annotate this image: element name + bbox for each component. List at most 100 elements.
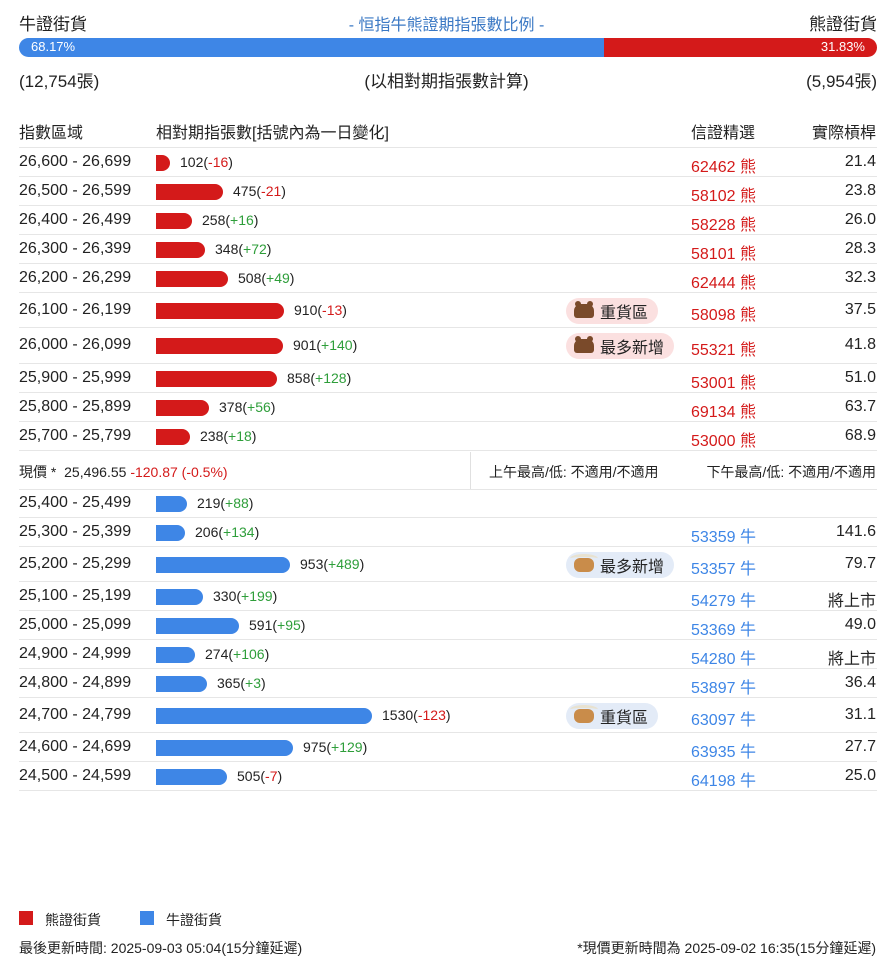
warrant-code-link[interactable]: 55321 熊	[691, 342, 756, 359]
table-row: 25,000 - 25,099 591(+95) 53369 牛 49.0	[0, 611, 893, 640]
warrant-code-link[interactable]: 54280 牛	[691, 650, 756, 668]
daily-change: -7	[265, 767, 278, 784]
legend-bull-label: 牛證街貨	[166, 912, 222, 928]
contract-value: 378(+56)	[219, 398, 276, 415]
contract-count: 591	[249, 616, 273, 633]
contract-value: 858(+128)	[287, 369, 352, 386]
bear-outstanding-label: 熊證街貨	[809, 15, 877, 34]
bear-bar	[156, 370, 277, 387]
legend-bear-label: 熊證街貨	[45, 912, 101, 928]
row-divider	[19, 234, 877, 235]
bull-icon	[570, 704, 598, 723]
contract-value: 953(+489)	[300, 555, 365, 572]
daily-change: +18	[228, 427, 252, 444]
daily-change: -16	[208, 153, 229, 170]
badge-label: 重貨區	[600, 709, 649, 727]
row-divider	[19, 546, 877, 547]
warrant-code-link[interactable]: 53359 牛	[691, 528, 756, 546]
row-divider	[19, 668, 877, 669]
warrant-code-link[interactable]: 62462 熊	[691, 158, 756, 176]
effective-leverage: 49.0	[844, 615, 876, 633]
warrant-code-link[interactable]: 58228 熊	[691, 216, 756, 234]
warrant-code-link[interactable]: 62444 熊	[691, 274, 756, 292]
contract-count: 219	[197, 494, 221, 511]
warrant-code-link[interactable]: 53357 牛	[691, 560, 756, 578]
warrant-code-link[interactable]: 53897 牛	[691, 679, 756, 697]
bull-bar	[156, 768, 227, 785]
warrant-code-link[interactable]: 69134 熊	[691, 403, 756, 421]
spot-updated: *現價更新時間為 2025-09-02 16:35(15分鐘延遲)	[577, 940, 876, 956]
index-range: 25,300 - 25,399	[19, 522, 132, 540]
spot-price: 現價 * 25,496.55 -120.87 (-0.5%)	[19, 462, 228, 482]
bull-bar	[156, 588, 203, 605]
row-divider	[19, 421, 877, 422]
daily-change: +49	[266, 269, 290, 286]
contract-value: 910(-13)	[294, 301, 347, 318]
daily-change: -21	[261, 182, 282, 199]
warrant-code-link[interactable]: 58102 熊	[691, 187, 756, 205]
table-row: 25,100 - 25,199 330(+199) 54279 牛 將上市	[0, 582, 893, 611]
warrant-code-link[interactable]: 63097 牛	[691, 711, 756, 729]
index-range: 24,700 - 24,799	[19, 705, 132, 723]
contract-value: 1530(-123)	[382, 706, 451, 723]
badge-label: 重貨區	[600, 304, 649, 322]
effective-leverage: 37.5	[844, 300, 876, 318]
contract-count: 910	[294, 301, 318, 318]
daily-change: +106	[233, 645, 265, 662]
contract-count: 1530	[382, 706, 414, 723]
effective-leverage: 41.8	[844, 336, 876, 353]
header-divider	[19, 147, 877, 148]
effective-leverage: 23.8	[844, 181, 876, 199]
contract-count: 258	[202, 211, 226, 228]
warrant-code-link[interactable]: 58098 熊	[691, 306, 756, 324]
contract-count: 901	[293, 337, 317, 353]
bull-bar	[156, 495, 187, 512]
bear-bar	[156, 241, 205, 258]
spot-divider	[470, 452, 471, 489]
warrant-code-link[interactable]: 64198 牛	[691, 772, 756, 790]
contract-value: 591(+95)	[249, 616, 306, 633]
bull-ratio-text: 68.17%	[31, 39, 76, 54]
contract-count: 475	[233, 182, 257, 199]
daily-change: +3	[245, 674, 261, 691]
most-added-badge: 最多新增	[566, 333, 675, 359]
effective-leverage: 63.7	[844, 397, 876, 415]
contract-count: 953	[300, 555, 324, 572]
warrant-code-link[interactable]: 54279 牛	[691, 592, 756, 610]
contract-count: 508	[238, 269, 262, 286]
contract-value: 975(+129)	[303, 738, 368, 755]
table-row: 24,600 - 24,699 975(+129) 63935 牛 27.7	[0, 733, 893, 762]
effective-leverage: 25.0	[844, 766, 876, 784]
effective-leverage: 51.0	[844, 368, 876, 386]
warrant-code-link[interactable]: 53000 熊	[691, 432, 756, 450]
row-divider	[19, 790, 877, 791]
bear-bar	[156, 183, 223, 200]
contract-value: 238(+18)	[200, 427, 257, 444]
warrant-code-link[interactable]: 53369 牛	[691, 621, 756, 639]
contract-count: 505	[237, 767, 261, 784]
bull-icon	[570, 553, 598, 572]
spot-value: 25,496.55	[64, 464, 127, 480]
bull-bar	[156, 646, 195, 663]
index-range: 25,000 - 25,099	[19, 615, 132, 633]
daily-change: +72	[243, 240, 267, 257]
bull-bar	[156, 617, 239, 634]
warrant-code-link[interactable]: 63935 牛	[691, 743, 756, 761]
table-row: 26,200 - 26,299 508(+49) 62444 熊 32.3	[0, 264, 893, 293]
warrant-code-link[interactable]: 53001 熊	[691, 374, 756, 392]
am-high-low: 上午最高/低: 不適用/不適用	[489, 464, 659, 480]
spot-divider-bottom	[19, 489, 877, 490]
daily-change: +56	[247, 398, 271, 415]
row-divider	[19, 205, 877, 206]
badge-label: 最多新增	[600, 340, 665, 357]
table-row: 26,600 - 26,699 102(-16) 62462 熊 21.4	[0, 148, 893, 177]
contract-count: 975	[303, 738, 327, 755]
index-range: 26,600 - 26,699	[19, 152, 132, 170]
bull-outstanding-label: 牛證街貨	[19, 15, 87, 34]
warrant-code-link[interactable]: 58101 熊	[691, 245, 756, 263]
bull-ratio-segment: 68.17%	[19, 38, 604, 57]
row-divider	[19, 363, 877, 364]
table-row: 26,500 - 26,599 475(-21) 58102 熊 23.8	[0, 177, 893, 206]
effective-leverage: 21.4	[844, 152, 876, 170]
effective-leverage: 27.7	[844, 737, 876, 755]
